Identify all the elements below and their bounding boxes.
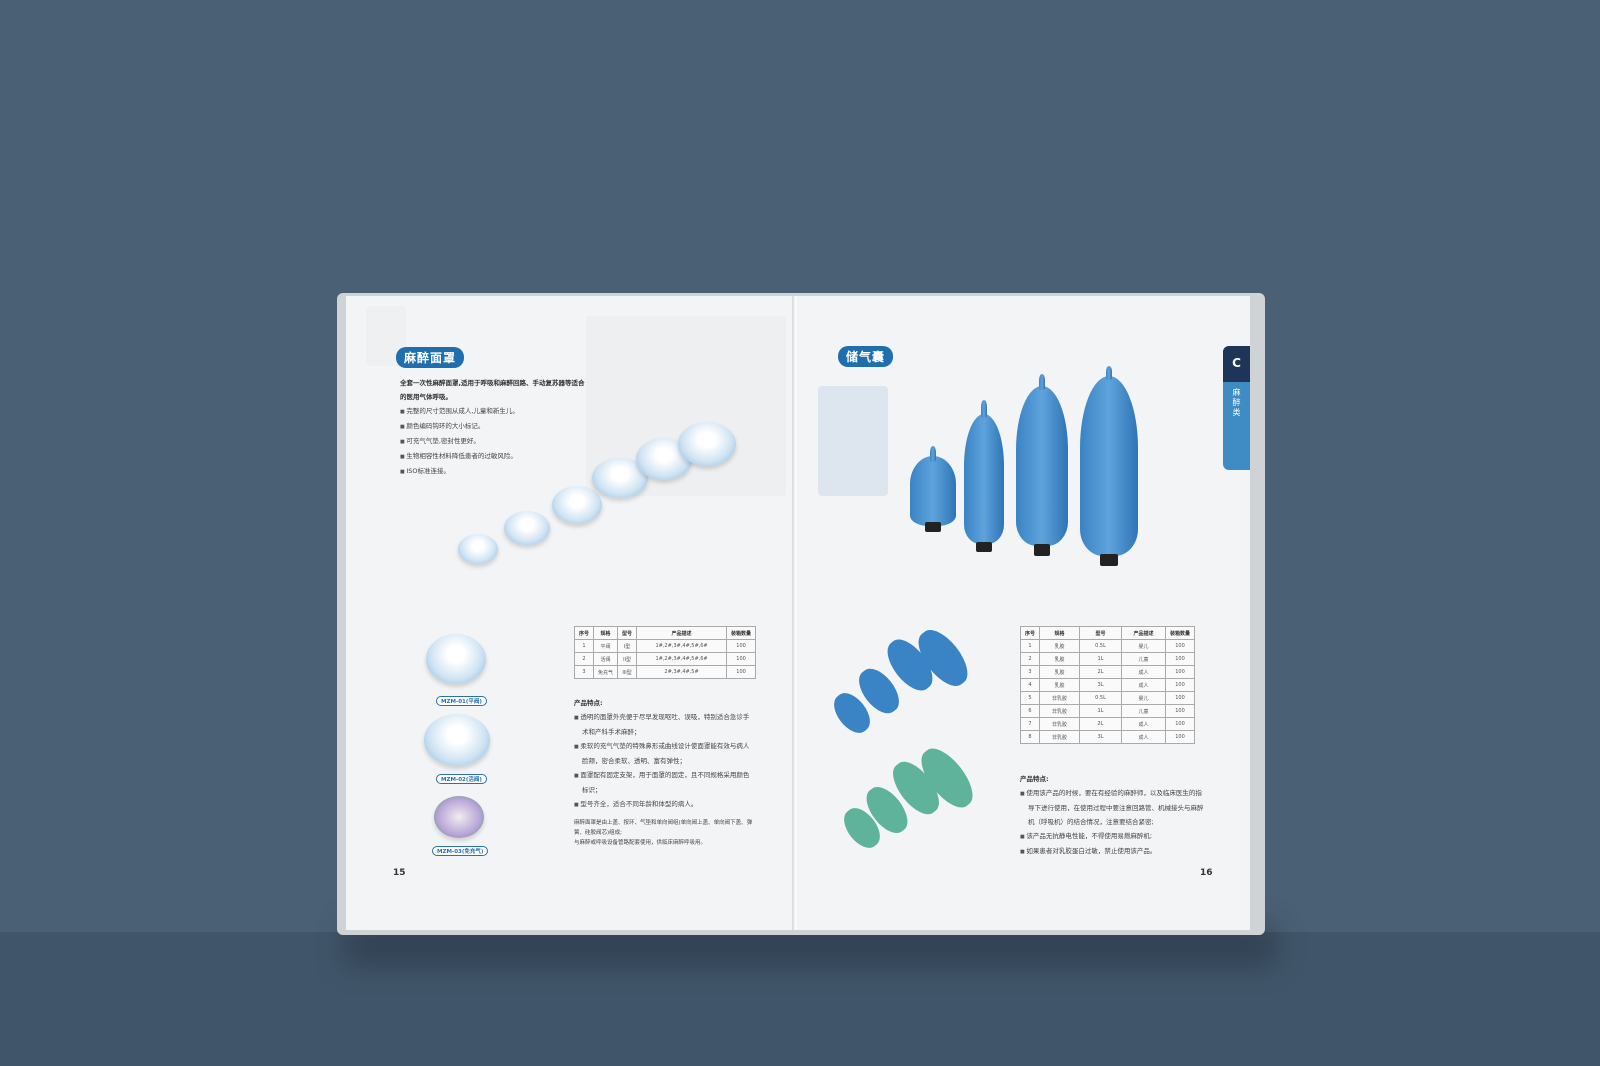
- features: 产品特点: 透明的面罩外壳便于尽早发现呕吐、误吸，特别适合急诊手术和产科手术麻醉…: [574, 696, 749, 812]
- bullet-list: 完整的尺寸范围从成人,儿童和新生儿。颜色编码钩环的大小标记。可充气气垫,密封性更…: [400, 404, 519, 479]
- section-title: 储气囊: [838, 346, 894, 367]
- intro-text: 全套一次性麻醉面罩,适用于呼吸和麻醉回路、手动复苏器等适合 的医用气体呼吸。: [400, 379, 585, 401]
- desk-surface: [0, 932, 1600, 1066]
- features: 产品特点: 使用该产品的时候，要在有经验的麻醉师，以及临床医生的指导下进行使用，…: [1020, 772, 1204, 859]
- model-label: MZM-01(平阀): [436, 696, 487, 706]
- category-letter: C: [1223, 346, 1250, 382]
- category-tab: C 麻醉类: [1223, 346, 1250, 470]
- page-number: 16: [1200, 868, 1213, 878]
- category-label: 麻醉类: [1232, 388, 1241, 417]
- model-label: MZM-02(活阀): [436, 774, 487, 784]
- model-label: MZM-03(免充气): [432, 846, 489, 856]
- bag-spec-table: 序号 规格 型号 产品描述 装箱数量 1 乳胶 0.5L 婴儿 100 2 乳胶 1L 儿童 100 3…: [1019, 626, 1196, 744]
- left-page: 麻醉面罩 全套一次性麻醉面罩,适用于呼吸和麻醉回路、手动复苏器等适合 的医用气体呼…: [346, 296, 794, 930]
- page-number: 15: [393, 868, 406, 878]
- right-page: 储气囊 序号 规格 型号 产品描述 装箱数量 1 乳胶 0.5L 婴儿 100 2 乳胶 1L 儿童 1…: [798, 296, 1250, 930]
- mask-spec-table: 序号 规格 型号 产品描述 装箱数量 1 平阀 I型 1#,2#,3#,4#,5#,6# 100…: [573, 626, 757, 679]
- note: 麻醉面罩是由上盖、按环、气垫和单向阀组(单向阀上盖、单向阀下盖、弹 簧、硅胶阀芯)…: [574, 820, 753, 846]
- book-spine: [792, 296, 800, 930]
- section-title: 麻醉面罩: [396, 347, 465, 368]
